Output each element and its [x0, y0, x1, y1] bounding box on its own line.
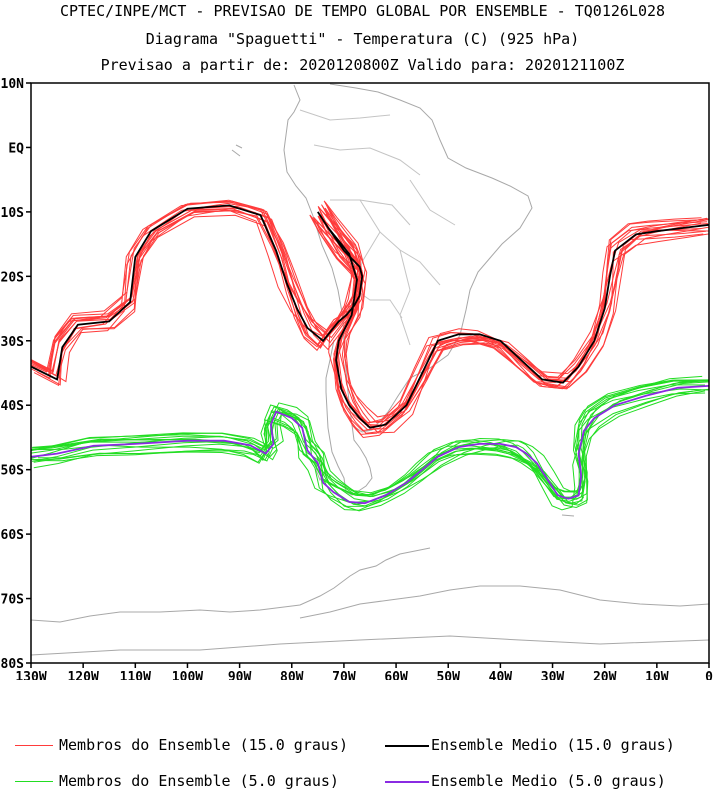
- lon-tick-label: 50W: [436, 670, 460, 680]
- south-america-coastline: [283, 83, 533, 496]
- legend-mean-5: Ensemble Medio (5.0 graus): [385, 772, 725, 792]
- ensemble-member-15-line: [31, 205, 708, 432]
- ensemble-mean-5-line: [31, 385, 709, 505]
- lat-tick-label: 30S: [1, 335, 25, 350]
- lon-tick-label: 30W: [541, 670, 565, 680]
- ensemble-mean-layer: [31, 204, 709, 505]
- lon-tick-label: 90W: [228, 670, 252, 680]
- legend-member-15-label: Membros do Ensemble (15.0 graus): [59, 736, 348, 754]
- ensemble-mean-15-line: [31, 204, 709, 429]
- ensemble-member-5-line: [36, 390, 706, 512]
- legend-member-5-swatch: [15, 781, 53, 782]
- map-frame: [30, 82, 710, 664]
- ensemble-member-15-line: [33, 199, 709, 424]
- coastline-layer: [31, 83, 709, 656]
- lat-tick-label: 10S: [1, 206, 25, 221]
- lat-tick-label: 80S: [1, 657, 25, 672]
- chart-title-line-2: Diagrama "Spaguetti" - Temperatura (C) (…: [145, 30, 580, 48]
- ensemble-member-15-line: [31, 204, 708, 434]
- ensemble-member-15-line: [31, 205, 709, 428]
- ensemble-member-5-line: [32, 380, 706, 507]
- legend-mean-15-label: Ensemble Medio (15.0 graus): [431, 736, 675, 754]
- legend-member-15-swatch: [15, 745, 53, 746]
- chart-title-line-1: CPTEC/INPE/MCT - PREVISAO DE TEMPO GLOBA…: [59, 2, 666, 20]
- lon-tick-label: 80W: [280, 670, 304, 680]
- lon-tick-label: 10W: [645, 670, 669, 680]
- ensemble-member-5-line: [31, 384, 706, 500]
- lon-tick-label: 130W: [15, 670, 46, 680]
- antarctica-coastline: [31, 547, 709, 656]
- lat-tick-label: 20S: [1, 270, 25, 285]
- lon-tick-label: 20W: [593, 670, 617, 680]
- lat-tick-label: 60S: [1, 528, 25, 543]
- lon-tick-label: 0: [705, 670, 713, 680]
- ensemble-member-15-line: [31, 200, 709, 424]
- lon-tick-label: 110W: [120, 670, 151, 680]
- chart-title-line-3: Previsao a partir de: 2020120800Z Valido…: [100, 56, 625, 74]
- legend-mean-5-label: Ensemble Medio (5.0 graus): [431, 772, 666, 790]
- lon-tick-label: 120W: [67, 670, 98, 680]
- lon-tick-label: 40W: [489, 670, 513, 680]
- legend-member-5: Membros do Ensemble (5.0 graus): [15, 772, 375, 792]
- country-borders: [299, 109, 456, 346]
- ensemble-members-15-layer: [31, 199, 709, 439]
- lat-tick-label: EQ: [8, 141, 24, 156]
- lon-tick-label: 60W: [384, 670, 408, 680]
- ensemble-members-5-layer: [31, 375, 709, 512]
- lat-tick-label: 70S: [1, 593, 25, 608]
- lat-tick-label: 40S: [1, 399, 25, 414]
- legend-mean-15-swatch: [385, 745, 429, 747]
- legend-member-5-label: Membros do Ensemble (5.0 graus): [59, 772, 339, 790]
- lon-tick-label: 70W: [332, 670, 356, 680]
- lat-tick-label: 50S: [1, 464, 25, 479]
- ensemble-member-15-line: [31, 201, 709, 418]
- ensemble-member-5-line: [33, 379, 709, 502]
- legend-mean-15: Ensemble Medio (15.0 graus): [385, 736, 725, 756]
- legend-mean-5-swatch: [385, 781, 429, 783]
- ensemble-member-5-line: [35, 389, 702, 505]
- lat-tick-label: 10N: [1, 77, 25, 92]
- ensemble-member-5-line: [31, 380, 705, 500]
- legend-member-15: Membros do Ensemble (15.0 graus): [15, 736, 375, 756]
- lon-tick-label: 100W: [172, 670, 203, 680]
